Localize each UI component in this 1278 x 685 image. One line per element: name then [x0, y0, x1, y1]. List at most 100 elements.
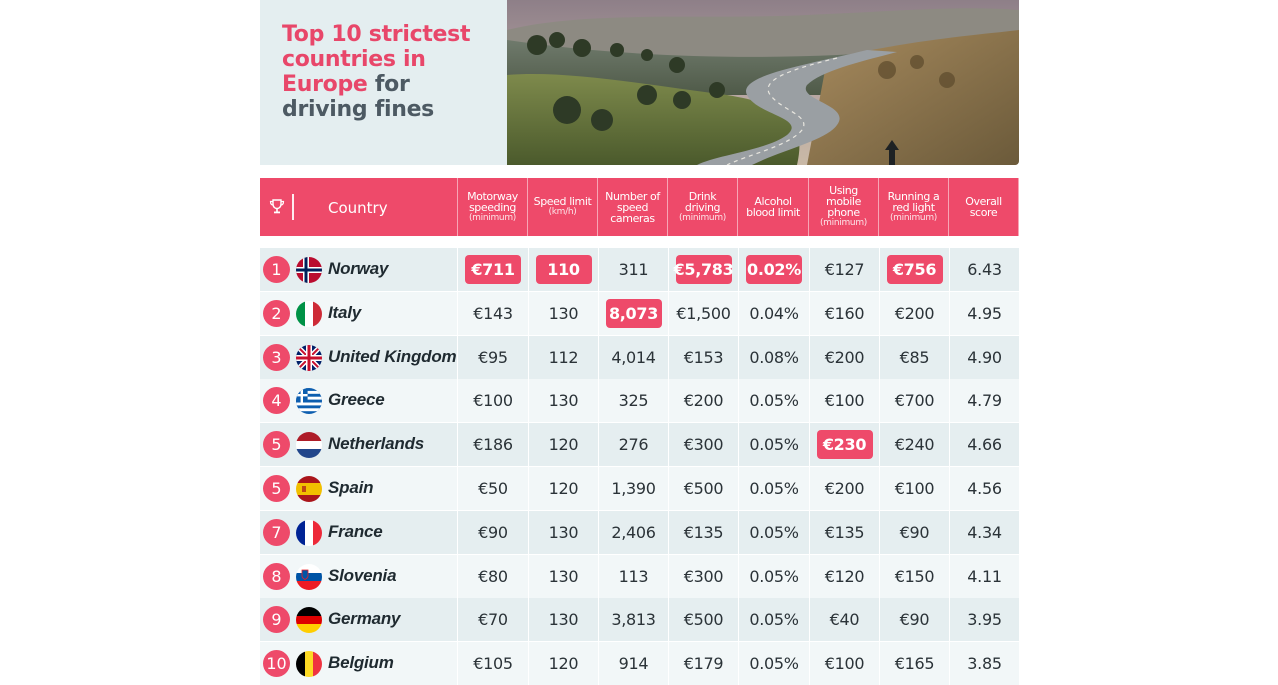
- table-cell: €711: [457, 248, 528, 291]
- table-cell: 120: [528, 467, 598, 510]
- rank-badge: 8: [263, 562, 290, 590]
- column-header-1[interactable]: Speed limit (km/h): [528, 178, 598, 236]
- table-cell: €100: [457, 379, 528, 423]
- cell-value: 4.95: [967, 303, 1002, 323]
- rank-badge: 7: [263, 518, 290, 546]
- rank-badge: 10: [263, 650, 290, 678]
- table-cell: €150: [879, 554, 949, 598]
- table-row[interactable]: 1 Norway €711 110 311 €5,783 0.02% €127 €756 6.43: [260, 248, 1019, 291]
- column-header-7[interactable]: Overall score: [949, 178, 1019, 236]
- column-header-4[interactable]: Alcohol blood limit: [738, 178, 809, 236]
- cell-value: €700: [894, 391, 935, 411]
- table-cell: €143: [457, 291, 528, 335]
- rank-badge: 2: [263, 299, 290, 327]
- table-row[interactable]: 8 Slovenia €80 130 113 €300 0.05% €120 €150 4.11: [260, 554, 1019, 598]
- table-cell: €127: [809, 248, 879, 291]
- table-row[interactable]: 3 United Kingdom €95 112 4,014 €153 0.08% €200 €…: [260, 335, 1019, 379]
- column-header-5[interactable]: Using mobile phone (minimum): [809, 178, 879, 236]
- column-header-label: Alcohol: [754, 195, 792, 208]
- table-cell: 0.08%: [738, 335, 809, 379]
- column-header-label: Using: [829, 184, 858, 197]
- cell-value: 130: [548, 610, 579, 630]
- table-cell: 914: [598, 642, 668, 685]
- table-row[interactable]: 5 Spain €50 120 1,390 €500 0.05% €200 €100 4.56: [260, 467, 1019, 510]
- table-row[interactable]: 5 Netherlands €186 120 276 €300 0.05% €230 €240 4…: [260, 423, 1019, 467]
- cell-value: 4.11: [967, 566, 1002, 586]
- rank-badge: 4: [263, 387, 290, 415]
- table-cell: 4,014: [598, 335, 668, 379]
- cell-value: 3.85: [967, 654, 1002, 674]
- cell-value: 112: [548, 347, 579, 367]
- highlighted-value: 0.02%: [746, 255, 802, 284]
- table-row[interactable]: 7 France €90 130 2,406 €135 0.05% €135 €90 4.34: [260, 510, 1019, 554]
- table-cell: €90: [879, 598, 949, 642]
- table-cell: 120: [528, 423, 598, 467]
- column-header-country-label: Country: [328, 199, 388, 217]
- table-cell: 4.79: [949, 379, 1019, 423]
- cell-value: 914: [618, 654, 649, 674]
- cell-value: €200: [894, 303, 935, 323]
- cell-value: 3,813: [611, 610, 656, 630]
- cell-value: €120: [824, 566, 865, 586]
- table-cell: €153: [668, 335, 738, 379]
- table-cell: 0.05%: [738, 642, 809, 685]
- table-cell: 0.05%: [738, 510, 809, 554]
- table-cell: 130: [528, 598, 598, 642]
- column-header-3[interactable]: Drink driving (minimum): [668, 178, 738, 236]
- cell-value: 120: [548, 435, 579, 455]
- column-header-6[interactable]: Running a red light (minimum): [879, 178, 949, 236]
- rank-badge: 9: [263, 606, 290, 634]
- rank-badge: 5: [263, 475, 290, 502]
- cell-value: €240: [894, 435, 935, 455]
- cell-value: €1,500: [676, 303, 731, 323]
- table-cell: €179: [668, 642, 738, 685]
- highlighted-value: €711: [465, 255, 521, 284]
- table-cell: 130: [528, 554, 598, 598]
- table-cell: €186: [457, 423, 528, 467]
- table-row[interactable]: 4 Greece €100 130 325 €200 0.05% €100 €700 4.79: [260, 379, 1019, 423]
- table-cell: 4.34: [949, 510, 1019, 554]
- column-header-label: blood limit: [746, 206, 800, 219]
- table-cell: €50: [457, 467, 528, 510]
- country-name: Spain: [328, 478, 374, 497]
- table-cell: 4.56: [949, 467, 1019, 510]
- cell-value: 120: [548, 479, 579, 498]
- table-cell: 130: [528, 379, 598, 423]
- rank-badge: 5: [263, 431, 290, 459]
- column-header-sub: (minimum): [819, 218, 868, 228]
- table-row[interactable]: 2 Italy €143 130 8,073 €1,500 0.04% €160 €200 4.9…: [260, 291, 1019, 335]
- cell-value: €143: [473, 303, 513, 323]
- country-name: France: [328, 521, 383, 541]
- table-cell: €100: [809, 379, 879, 423]
- table-row[interactable]: 9 Germany €70 130 3,813 €500 0.05% €40 €90 3.95: [260, 598, 1019, 642]
- table-cell: 3.95: [949, 598, 1019, 642]
- table-cell: €95: [457, 335, 528, 379]
- table-cell: 4.11: [949, 554, 1019, 598]
- column-header-label: speeding: [468, 200, 517, 214]
- cell-value: €70: [478, 610, 508, 630]
- column-header-label: Speed limit: [533, 195, 592, 208]
- cell-value: €200: [683, 391, 724, 411]
- cell-value: 130: [548, 566, 579, 586]
- cell-value: €150: [894, 566, 935, 586]
- cell-value: 0.05%: [749, 610, 799, 630]
- italy-flag-icon: [296, 300, 322, 327]
- cell-value: 0.05%: [749, 522, 799, 542]
- table-cell: 0.05%: [738, 423, 809, 467]
- table-cell: €90: [457, 510, 528, 554]
- table-header: Country Motorway speeding (minimum) Speed l…: [260, 178, 1019, 236]
- column-header-sub: (minimum): [889, 212, 938, 223]
- cell-value: 4,014: [611, 347, 656, 367]
- table-row[interactable]: 10 Belgium €105 120 914 €179 0.05% €100 €165 3.85: [260, 642, 1019, 685]
- cell-value: €500: [683, 479, 724, 498]
- column-header-country[interactable]: Country: [260, 178, 457, 236]
- column-header-2[interactable]: Number of speed cameras: [598, 178, 668, 236]
- column-header-0[interactable]: Motorway speeding (minimum): [457, 178, 528, 236]
- table-cell: €120: [809, 554, 879, 598]
- table-cell: 4.95: [949, 291, 1019, 335]
- cell-value: €200: [824, 479, 865, 498]
- table-cell: €100: [879, 467, 949, 510]
- table-cell: €100: [809, 642, 879, 685]
- cell-value: 0.04%: [749, 303, 799, 323]
- netherlands-flag-icon: [296, 432, 322, 459]
